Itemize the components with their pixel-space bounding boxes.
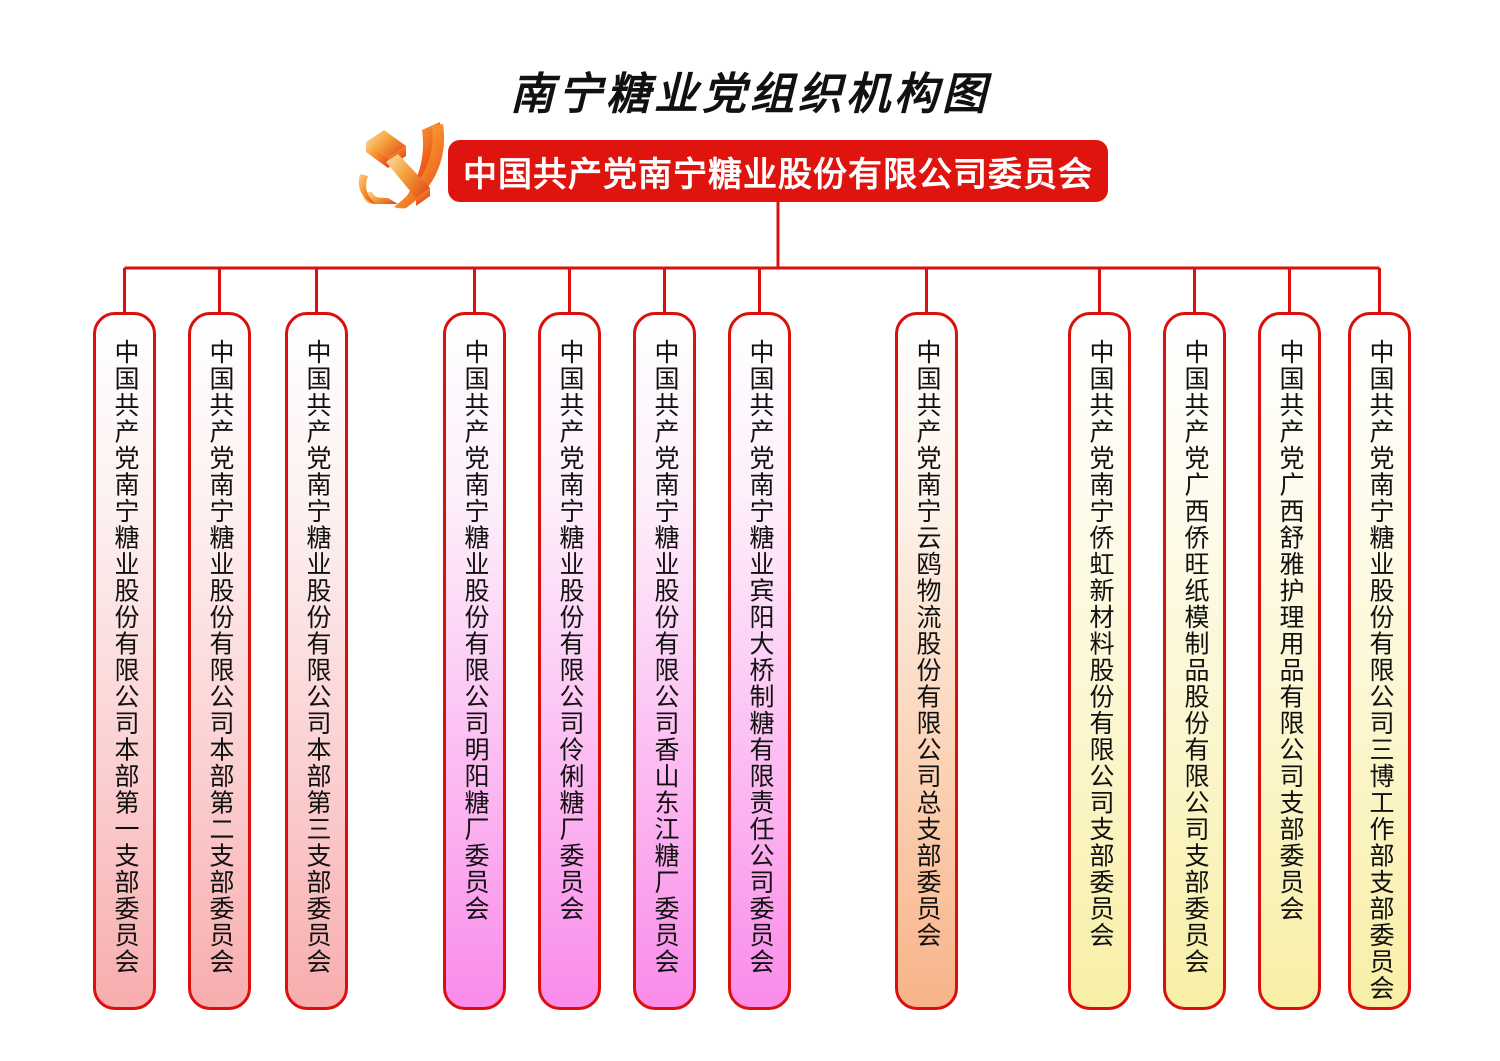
root-node[interactable]: 中国共产党南宁糖业股份有限公司委员会 [448,140,1108,202]
org-node-4[interactable]: 中国共产党南宁糖业股份有限公司明阳糖厂委员会 [443,312,506,1010]
org-node-7[interactable]: 中国共产党南宁糖业宾阳大桥制糖有限责任公司委员会 [728,312,791,1010]
org-node-1[interactable]: 中国共产党南宁糖业股份有限公司本部第一支部委员会 [93,312,156,1010]
page-title: 南宁糖业党组织机构图 [510,70,990,119]
org-node-5[interactable]: 中国共产党南宁糖业股份有限公司伶俐糖厂委员会 [538,312,601,1010]
org-node-label: 中国共产党南宁糖业股份有限公司本部第二支部委员会 [206,339,234,975]
org-node-12[interactable]: 中国共产党南宁糖业股份有限公司三博工作部支部委员会 [1348,312,1411,1010]
org-node-label: 中国共产党南宁糖业股份有限公司本部第三支部委员会 [303,339,331,975]
root-node-label: 中国共产党南宁糖业股份有限公司委员会 [463,155,1093,194]
org-node-label: 中国共产党南宁糖业股份有限公司香山东江糖厂委员会 [651,339,679,975]
ccp-party-emblem-icon [344,112,462,220]
org-node-label: 中国共产党广西舒雅护理用品有限公司支部委员会 [1276,339,1304,922]
org-node-label: 中国共产党南宁侨虹新材料股份有限公司支部委员会 [1086,339,1114,949]
org-node-11[interactable]: 中国共产党广西舒雅护理用品有限公司支部委员会 [1258,312,1321,1010]
org-node-9[interactable]: 中国共产党南宁侨虹新材料股份有限公司支部委员会 [1068,312,1131,1010]
org-node-label: 中国共产党南宁糖业股份有限公司本部第一支部委员会 [111,339,139,975]
org-node-label: 中国共产党南宁糖业股份有限公司伶俐糖厂委员会 [556,339,584,922]
org-node-label: 中国共产党南宁糖业股份有限公司三博工作部支部委员会 [1366,339,1394,1002]
org-node-6[interactable]: 中国共产党南宁糖业股份有限公司香山东江糖厂委员会 [633,312,696,1010]
org-node-label: 中国共产党南宁糖业宾阳大桥制糖有限责任公司委员会 [746,339,774,975]
org-node-3[interactable]: 中国共产党南宁糖业股份有限公司本部第三支部委员会 [285,312,348,1010]
org-node-8[interactable]: 中国共产党南宁云鸥物流股份有限公司总支部委员会 [895,312,958,1010]
org-node-2[interactable]: 中国共产党南宁糖业股份有限公司本部第二支部委员会 [188,312,251,1010]
org-node-label: 中国共产党南宁糖业股份有限公司明阳糖厂委员会 [461,339,489,922]
org-node-label: 中国共产党广西侨旺纸模制品股份有限公司支部委员会 [1181,339,1209,975]
org-node-label: 中国共产党南宁云鸥物流股份有限公司总支部委员会 [913,339,941,949]
org-node-10[interactable]: 中国共产党广西侨旺纸模制品股份有限公司支部委员会 [1163,312,1226,1010]
